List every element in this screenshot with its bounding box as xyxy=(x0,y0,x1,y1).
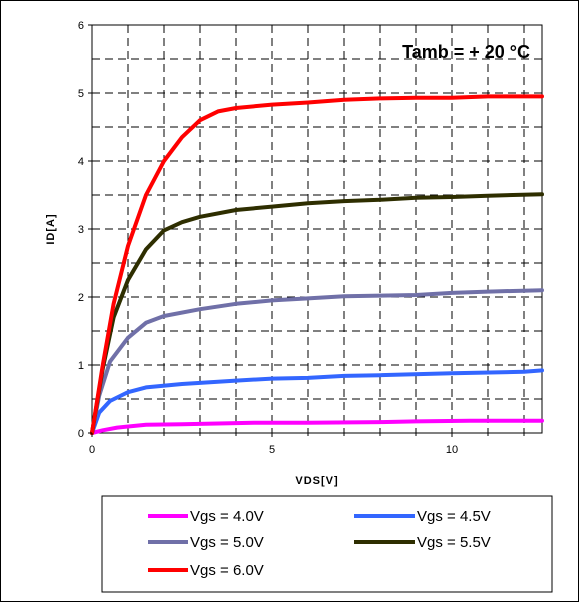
legend: Vgs = 4.0V Vgs = 4.5V Vgs = 5.0V Vgs = 5.5V… xyxy=(101,495,553,593)
y-tick-label: 0 xyxy=(78,428,84,440)
x-tick-label: 10 xyxy=(446,444,458,456)
plot-area: 0 1 2 3 4 5 6 0 5 10 xyxy=(78,20,544,456)
series-line-4 xyxy=(90,192,544,435)
legend-label-4: Vgs = 5.5V xyxy=(417,534,491,551)
series-line-2 xyxy=(90,368,544,435)
legend-label-5: Vgs = 6.0V xyxy=(190,562,264,579)
series-line-3 xyxy=(90,288,544,435)
y-tick-label: 4 xyxy=(78,156,84,168)
y-tick-label: 3 xyxy=(78,224,84,236)
y-tick-label: 5 xyxy=(78,88,84,100)
series-layer xyxy=(90,94,544,435)
x-tick-label: 5 xyxy=(269,444,275,456)
y-axis-title: ID[A] xyxy=(45,213,57,244)
legend-label-2: Vgs = 4.5V xyxy=(417,508,491,525)
y-tick-label: 2 xyxy=(78,292,84,304)
x-axis-title: VDS[V] xyxy=(295,475,338,487)
grid xyxy=(92,25,542,433)
series-line-5 xyxy=(90,94,544,435)
y-tick-label: 1 xyxy=(78,360,84,372)
y-tick-label: 6 xyxy=(78,20,84,32)
axes: 0 1 2 3 4 5 6 0 5 10 xyxy=(78,20,525,456)
legend-label-1: Vgs = 4.0V xyxy=(190,508,264,525)
legend-label-3: Vgs = 5.0V xyxy=(190,534,264,551)
series-line-1 xyxy=(90,418,544,435)
x-tick-label: 0 xyxy=(89,444,95,456)
temperature-annotation: Tamb = + 20 °C xyxy=(402,42,530,62)
